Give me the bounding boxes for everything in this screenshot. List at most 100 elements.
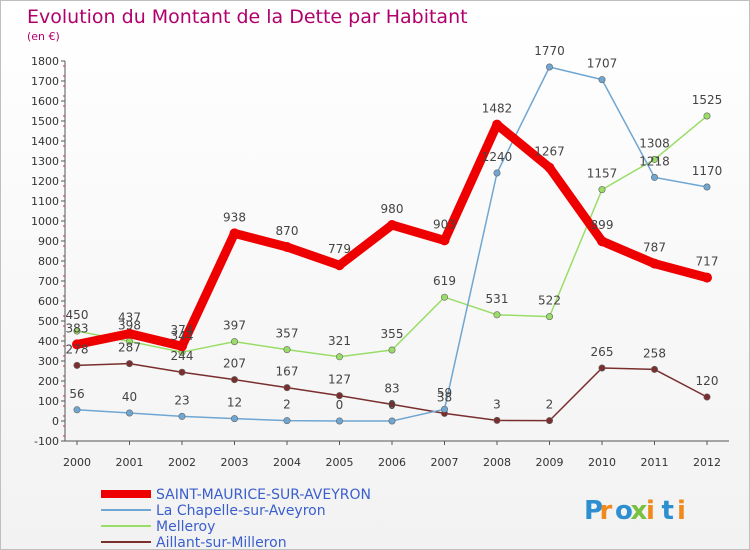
data-point xyxy=(178,368,186,376)
data-label: 357 xyxy=(276,327,299,341)
data-point xyxy=(703,183,711,191)
data-point xyxy=(283,417,291,425)
data-point xyxy=(283,384,291,392)
data-point xyxy=(493,311,501,319)
x-tick-label: 2003 xyxy=(221,456,249,469)
series-layer: 3834373749388707799809031482126789978771… xyxy=(66,44,723,425)
data-point xyxy=(650,173,658,181)
data-label: 278 xyxy=(66,342,89,356)
series-la-chapelle-sur-aveyron xyxy=(73,63,711,425)
data-labels: 383 437 374 938 870 779 980 903 1482 1267 899 787 71… xyxy=(66,102,719,338)
data-point xyxy=(598,364,606,372)
data-point xyxy=(229,228,240,239)
x-tick-label: 2010 xyxy=(588,456,616,469)
data-point xyxy=(231,338,239,346)
data-label: 83 xyxy=(384,381,399,395)
data-point xyxy=(702,272,712,283)
data-label: 167 xyxy=(276,365,299,379)
logo-letter: P xyxy=(584,496,603,526)
data-point xyxy=(649,258,660,269)
logo-letter: x xyxy=(631,496,648,526)
series-aillant-sur-milleron xyxy=(73,360,711,425)
y-tick-label: 1300 xyxy=(31,155,59,168)
x-tick-label: 2001 xyxy=(116,456,144,469)
data-label: 2 xyxy=(546,398,554,412)
logo-letter: i xyxy=(677,496,686,526)
x-tick-label: 2007 xyxy=(431,456,459,469)
data-label: 0 xyxy=(388,398,396,412)
data-label: 383 xyxy=(66,321,89,335)
data-point xyxy=(598,76,606,84)
y-tick-label: 900 xyxy=(38,235,59,248)
data-point xyxy=(597,236,607,247)
data-label: 787 xyxy=(643,241,666,255)
x-tick-label: 2011 xyxy=(641,456,669,469)
data-label: 12 xyxy=(227,396,242,410)
y-tick-label: 1600 xyxy=(31,95,59,108)
legend-label: La Chapelle-sur-Aveyron xyxy=(156,503,326,519)
data-point xyxy=(703,393,711,401)
proxiti-logo: Pr oxi t i xyxy=(584,496,686,526)
x-tick-label: 2004 xyxy=(273,456,301,469)
legend-label: SAINT-MAURICE-SUR-AVEYRON xyxy=(156,487,371,503)
logo-letter: t xyxy=(662,496,674,526)
y-tick-label: 500 xyxy=(38,315,59,328)
logo-letter: o xyxy=(615,496,633,526)
data-point xyxy=(335,392,343,400)
data-point xyxy=(388,417,396,425)
data-label: 321 xyxy=(328,334,351,348)
data-point xyxy=(703,112,711,120)
y-tick-label: 0 xyxy=(52,415,59,428)
data-point xyxy=(650,155,658,163)
logo-letter: i xyxy=(646,496,655,526)
series-line xyxy=(76,115,708,358)
data-label: 398 xyxy=(118,318,141,332)
series-line xyxy=(72,120,712,351)
data-point xyxy=(335,417,343,425)
data-label: 870 xyxy=(276,224,299,238)
data-label: 355 xyxy=(381,327,404,341)
y-tick-label: 1700 xyxy=(31,75,59,88)
y-tick-label: 300 xyxy=(38,355,59,368)
data-point xyxy=(73,406,81,414)
axes: -100010020030040050060070080090010001100… xyxy=(31,55,729,469)
data-point xyxy=(492,119,502,130)
data-label: 980 xyxy=(381,202,404,216)
legend-label: Aillant-sur-Milleron xyxy=(156,535,287,549)
data-label: 127 xyxy=(328,373,351,387)
data-point xyxy=(544,162,555,173)
y-tick-label: 1800 xyxy=(31,55,59,68)
data-label: 1707 xyxy=(587,57,618,71)
x-tick-label: 2005 xyxy=(326,456,354,469)
y-tick-label: 100 xyxy=(38,395,59,408)
chart-subtitle: (en €) xyxy=(27,30,60,43)
data-label: 531 xyxy=(486,292,509,306)
series-melleroy xyxy=(73,112,711,361)
data-point xyxy=(440,405,448,413)
data-point xyxy=(231,415,239,423)
data-point xyxy=(178,412,186,420)
data-label: 40 xyxy=(122,390,137,404)
data-label: 899 xyxy=(591,218,614,232)
x-tick-label: 2000 xyxy=(63,456,91,469)
data-point xyxy=(387,220,397,230)
data-label: 374 xyxy=(171,323,194,337)
y-tick-label: 400 xyxy=(38,335,59,348)
y-tick-label: 200 xyxy=(38,375,59,388)
chart-title: Evolution du Montant de la Dette par Hab… xyxy=(27,6,468,28)
data-label: 244 xyxy=(171,349,194,363)
data-label: 0 xyxy=(336,398,344,412)
data-point xyxy=(334,260,345,271)
series-saint-maurice-sur-aveyron xyxy=(72,119,712,352)
data-point xyxy=(231,376,239,384)
data-label: 1525 xyxy=(692,93,723,107)
data-point xyxy=(440,293,448,301)
y-tick-label: 1200 xyxy=(31,175,59,188)
data-label: 1267 xyxy=(534,145,565,159)
data-label: 344 xyxy=(171,329,194,343)
